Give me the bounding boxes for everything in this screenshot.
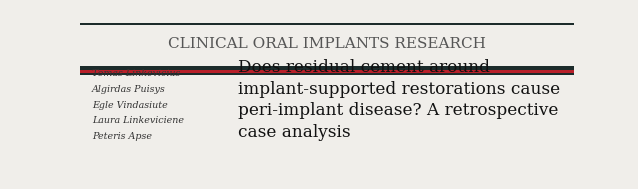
Bar xyxy=(80,70,574,73)
Bar xyxy=(80,66,574,70)
Bar xyxy=(80,23,574,66)
Text: Laura Linkeviciene: Laura Linkeviciene xyxy=(92,116,184,125)
Text: Algirdas Puisys: Algirdas Puisys xyxy=(92,85,166,94)
Text: CLINICAL ORAL IMPLANTS RESEARCH: CLINICAL ORAL IMPLANTS RESEARCH xyxy=(168,37,486,51)
Text: Does residual cement around: Does residual cement around xyxy=(238,59,490,76)
Text: Peteris Apse: Peteris Apse xyxy=(92,132,152,141)
Bar xyxy=(80,23,574,25)
Text: Egle Vindasiute: Egle Vindasiute xyxy=(92,101,168,110)
Text: Tomas Linkevicius: Tomas Linkevicius xyxy=(92,69,181,78)
Bar xyxy=(80,73,574,75)
Text: case analysis: case analysis xyxy=(238,124,351,141)
Text: peri-implant disease? A retrospective: peri-implant disease? A retrospective xyxy=(238,102,558,119)
Text: implant-supported restorations cause: implant-supported restorations cause xyxy=(238,81,560,98)
